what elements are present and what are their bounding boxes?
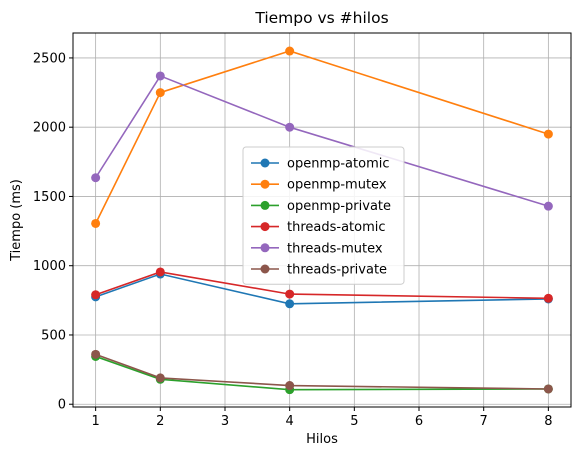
data-point (544, 130, 553, 139)
data-point (544, 202, 553, 211)
y-tick-label: 0 (58, 398, 66, 413)
series-line (96, 354, 549, 389)
data-point (285, 123, 294, 132)
x-tick-label: 4 (286, 414, 294, 429)
x-tick-label: 2 (156, 414, 164, 429)
data-point (285, 290, 294, 299)
y-tick-label: 2500 (33, 51, 66, 66)
legend-swatch-marker (261, 180, 270, 189)
legend-label: threads-mutex (287, 241, 383, 256)
x-tick-label: 3 (221, 414, 229, 429)
data-point (91, 173, 100, 182)
x-tick-label: 8 (544, 414, 552, 429)
x-tick-label: 7 (480, 414, 488, 429)
y-tick-label: 500 (41, 328, 66, 343)
data-point (156, 71, 165, 80)
legend: openmp-atomic openmp-mutex openmp-private t… (243, 147, 404, 284)
legend-swatch-marker (261, 243, 270, 252)
legend-swatch-marker (261, 159, 270, 168)
x-axis-title: Hilos (306, 432, 338, 447)
data-point (285, 381, 294, 390)
data-point (156, 88, 165, 97)
legend-label: threads-private (287, 263, 387, 278)
data-point (285, 47, 294, 56)
legend-label: threads-atomic (287, 220, 386, 235)
data-point (156, 373, 165, 382)
y-tick-label: 1500 (33, 190, 66, 205)
data-point (156, 267, 165, 276)
chart-title: Tiempo vs #hilos (254, 9, 388, 27)
data-point (91, 350, 100, 359)
y-tick-label: 1000 (33, 259, 66, 274)
data-point (544, 384, 553, 393)
data-point (91, 219, 100, 228)
x-tick-label: 6 (415, 414, 423, 429)
y-tick-label: 2000 (33, 121, 66, 136)
legend-label: openmp-mutex (287, 178, 387, 193)
x-tick-label: 5 (350, 414, 358, 429)
data-point (285, 299, 294, 308)
legend-label: openmp-atomic (287, 157, 390, 172)
legend-swatch-marker (261, 222, 270, 231)
data-point (91, 290, 100, 299)
y-axis-title: Tiempo (ms) (9, 179, 24, 262)
data-point (544, 294, 553, 303)
x-tick-label: 1 (91, 414, 99, 429)
legend-swatch-marker (261, 265, 270, 274)
legend-swatch-marker (261, 201, 270, 210)
legend-label: openmp-private (287, 199, 391, 214)
series-line (96, 356, 549, 389)
